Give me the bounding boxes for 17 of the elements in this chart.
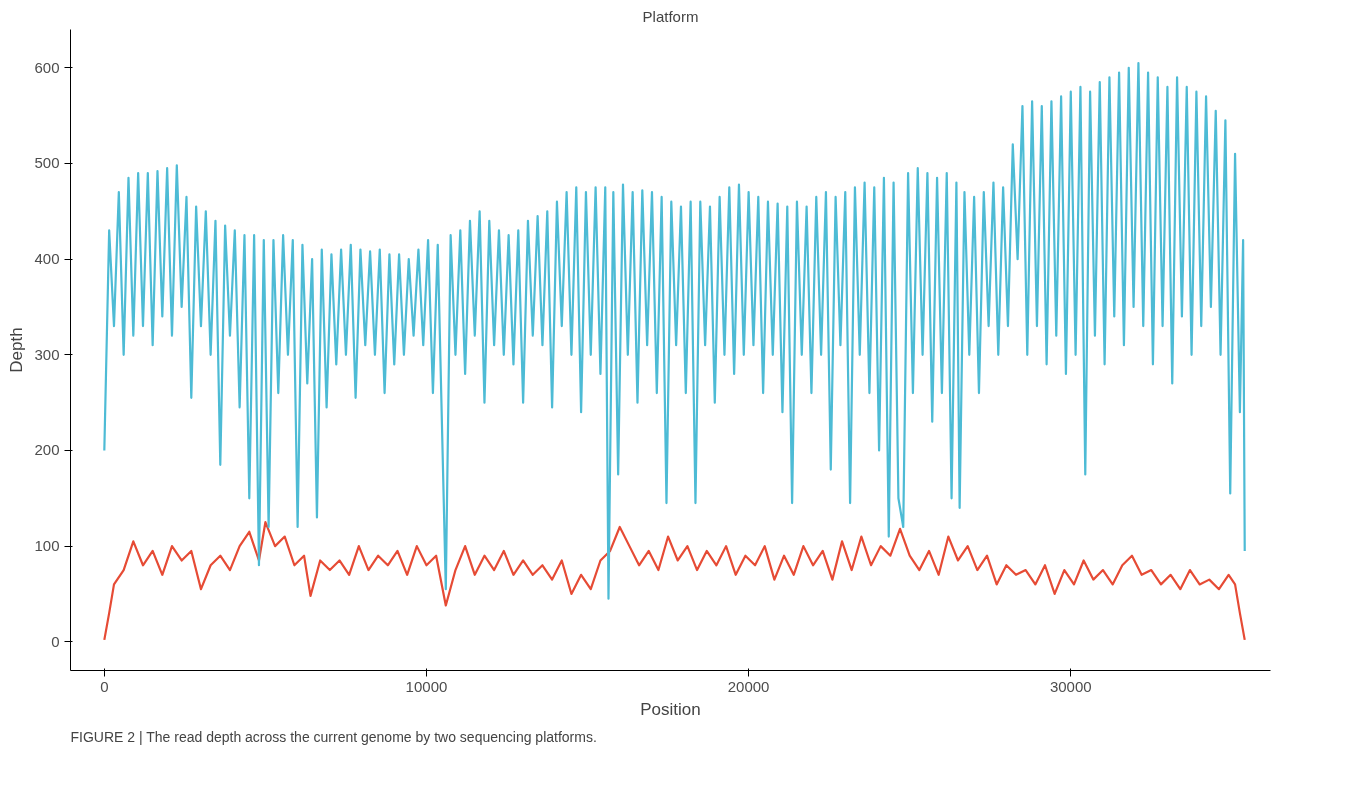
x-tick-label: 30000 [1049,677,1092,695]
y-tick-label: 100 [34,537,60,555]
legend-title: Platform [642,7,699,25]
y-tick-label: 200 [34,441,60,459]
x-tick-label: 0 [100,677,109,695]
caption: FIGURE 2 | The read depth across the current genome by two sequencing platforms. [70,728,597,745]
line-series [103,521,1246,641]
y-tick-label: 300 [34,345,60,363]
y-tick-label: 600 [34,58,60,76]
y-tick-label: 0 [51,632,60,650]
y-tick-label: 500 [34,154,60,172]
y-tick-label: 400 [34,250,60,268]
y-axis-title: Depth [7,327,27,373]
line-series [103,61,1246,600]
x-tick-label: 10000 [405,677,448,695]
x-axis-title: Position [640,699,701,719]
x-tick-label: 20000 [727,677,770,695]
